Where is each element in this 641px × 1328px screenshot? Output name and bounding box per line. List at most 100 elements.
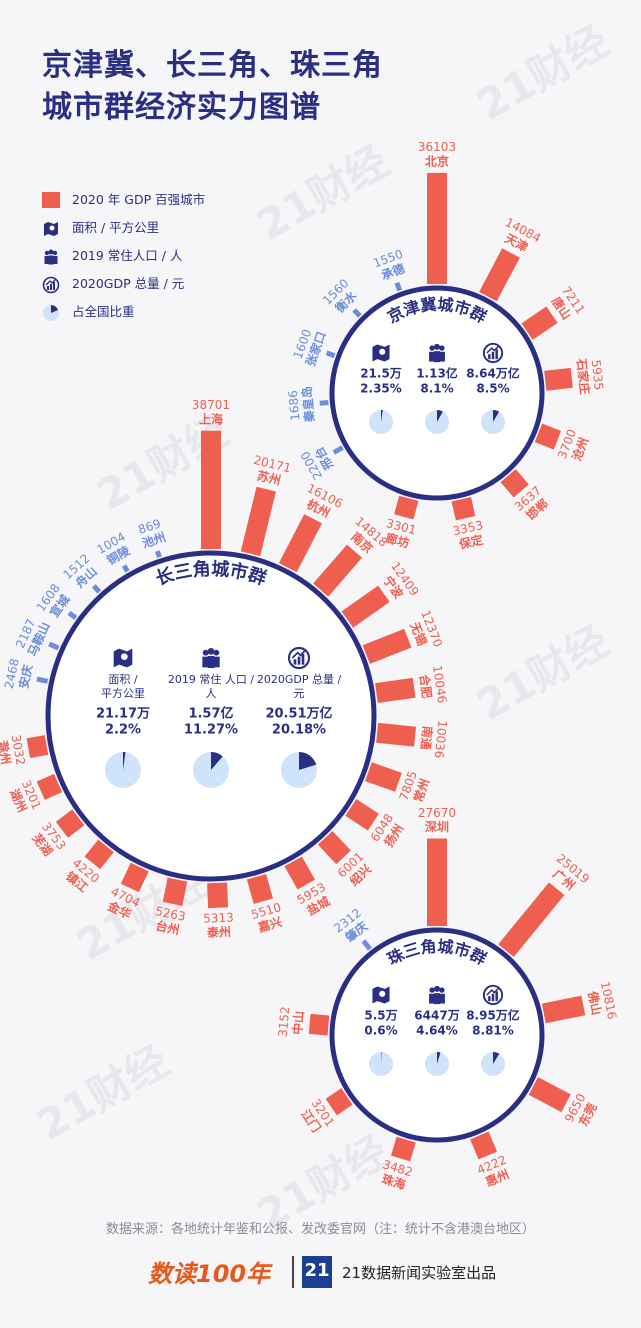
people-icon	[429, 985, 445, 1005]
bar-city: 佛山	[585, 989, 605, 1016]
stat-value: 1.13亿	[416, 366, 458, 381]
stat-label: 2020GDP 总量 /	[257, 672, 342, 686]
map-icon	[113, 648, 133, 668]
stat-population-pie-slice	[437, 410, 443, 422]
red-bar-swatch	[42, 192, 60, 208]
bar-value: 36103	[418, 140, 456, 154]
legend-label: 面积 / 平方公里	[72, 220, 160, 235]
bar-value: 2468	[2, 657, 22, 690]
bar-city: 滁州	[0, 739, 14, 765]
stat-gdp-pie-slice	[299, 752, 317, 770]
stat-share: 2.35%	[360, 382, 402, 396]
bar-value: 3032	[9, 734, 28, 767]
bar-city: 深圳	[425, 819, 449, 834]
studio-credit: 21数据新闻实验室出品	[342, 1264, 497, 1282]
stat-value: 8.64万亿	[466, 366, 520, 381]
stat-value: 6447万	[414, 1009, 459, 1023]
map-icon	[42, 220, 60, 236]
growth-chart-icon	[482, 342, 504, 364]
footer: 数读100年 21 21数据新闻实验室出品	[0, 1250, 641, 1290]
growth-chart-icon	[42, 276, 60, 294]
stat-label: 人	[206, 687, 217, 700]
stat-value: 21.17万	[96, 707, 150, 722]
stat-label: 平方公里	[101, 686, 145, 700]
stat-value: 20.51万亿	[265, 706, 332, 722]
bar-city: 秦皇岛	[299, 386, 317, 424]
stat-gdp-pie-slice	[493, 1052, 500, 1064]
page-title: 京津冀、长三角、珠三角	[42, 48, 383, 83]
bar-value: 3152	[276, 1006, 293, 1038]
ring	[329, 927, 545, 1143]
footer-divider	[292, 1256, 294, 1288]
stat-label: 面积 /	[108, 673, 137, 686]
bar-city: 台州	[154, 918, 181, 938]
bar-city: 保定	[457, 532, 485, 552]
stat-population-pie-slice	[437, 1052, 441, 1064]
legend-item-gdp-total: 2020GDP 总量 / 元	[42, 274, 205, 302]
legend-item-share: 占全国比重	[42, 302, 205, 330]
legend-item-gdp-city: 2020 年 GDP 百强城市	[42, 190, 205, 218]
bar-value: 869	[136, 516, 162, 536]
ring	[45, 550, 377, 882]
bar-value: 5313	[203, 910, 234, 925]
bar-city: 池州	[140, 529, 167, 551]
bar-value: 10046	[430, 664, 449, 704]
bar-value: 27670	[418, 806, 456, 820]
growth-chart-icon	[287, 646, 311, 670]
map-icon	[372, 986, 390, 1004]
page-subtitle: 城市群经济实力图谱	[42, 90, 321, 125]
stat-share: 8.5%	[476, 382, 509, 396]
bar-value: 5263	[154, 904, 187, 924]
people-icon	[42, 248, 60, 265]
stat-value: 1.57亿	[188, 706, 233, 722]
stat-area-pie-slice	[381, 410, 383, 422]
stat-label: 元	[294, 687, 305, 700]
21-logo: 21	[302, 1256, 332, 1288]
bar-city: 中山	[289, 1010, 306, 1035]
legend-label: 占全国比重	[72, 304, 135, 319]
bar-city: 珠海	[380, 1171, 407, 1192]
pie-icon	[42, 304, 60, 321]
bar-value: 3353	[451, 518, 484, 538]
bar-city: 上海	[199, 411, 223, 426]
stat-share: 20.18%	[272, 723, 326, 738]
stat-share: 2.2%	[105, 723, 141, 738]
map-icon	[372, 344, 390, 362]
stat-value: 8.95万亿	[466, 1008, 520, 1023]
bar-city: 安庆	[16, 663, 36, 690]
legend-item-population: 2019 常住人口 / 人	[42, 246, 205, 274]
bar-value: 5935	[589, 359, 606, 391]
bar-city: 南通	[418, 725, 435, 750]
stat-population-pie-slice	[211, 752, 223, 770]
stat-area-pie-slice	[123, 752, 126, 770]
stat-gdp-pie-slice	[493, 410, 500, 422]
bar-city: 嘉兴	[255, 914, 283, 935]
bar-value: 38701	[192, 398, 230, 412]
legend: 2020 年 GDP 百强城市 面积 / 平方公里 2019 常住人口 / 人 …	[42, 190, 205, 330]
